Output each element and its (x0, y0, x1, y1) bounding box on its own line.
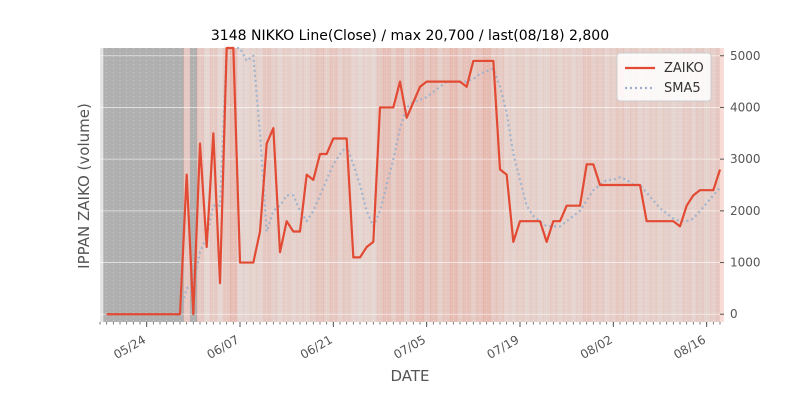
legend: ZAIKO SMA5 (616, 52, 712, 102)
grid-lines (99, 48, 721, 322)
x-tick-label: 08/02 (578, 332, 615, 361)
legend-label-sma5: SMA5 (664, 81, 701, 96)
x-tick-label: 07/19 (485, 332, 522, 361)
y-tick-label: 1000 (730, 256, 761, 270)
y-tick-label: 3000 (730, 152, 761, 166)
chart-title: 3148 NIKKO Line(Close) / max 20,700 / la… (211, 28, 609, 44)
series-line-zaiko (106, 46, 722, 316)
y-tick-label: 2000 (730, 204, 761, 218)
y-tick-label: 4000 (730, 100, 761, 114)
legend-label-zaiko: ZAIKO (664, 61, 704, 76)
y-tick-label: 5000 (730, 49, 761, 63)
x-tick-label: 08/16 (671, 332, 708, 361)
x-tick-label: 06/21 (298, 332, 335, 361)
x-tick-label: 07/05 (391, 332, 428, 361)
x-tick-label: 05/24 (111, 332, 148, 361)
series-layer (106, 46, 722, 316)
y-tick-label: 0 (730, 307, 738, 321)
x-axis-label: DATE (390, 367, 429, 385)
y-axis-label: IPPAN ZAIKO (volume) (75, 103, 93, 269)
x-tick-label: 06/07 (205, 332, 242, 361)
